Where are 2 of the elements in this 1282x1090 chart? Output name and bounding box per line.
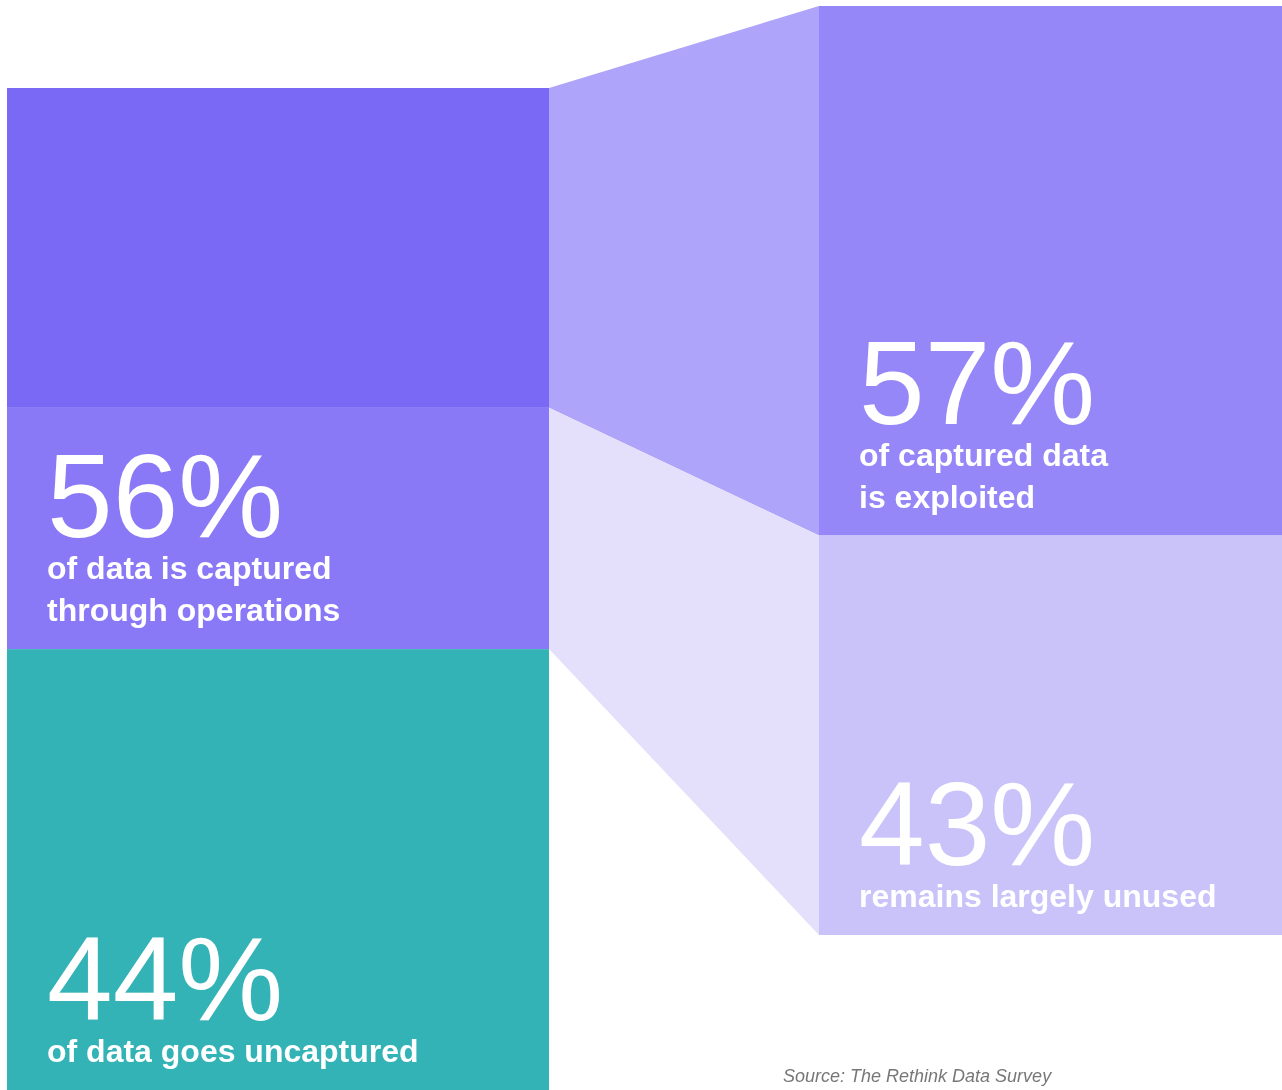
category-label: remains largely unused [859,878,1217,914]
source-note: Source: The Rethink Data Survey [783,1066,1053,1086]
